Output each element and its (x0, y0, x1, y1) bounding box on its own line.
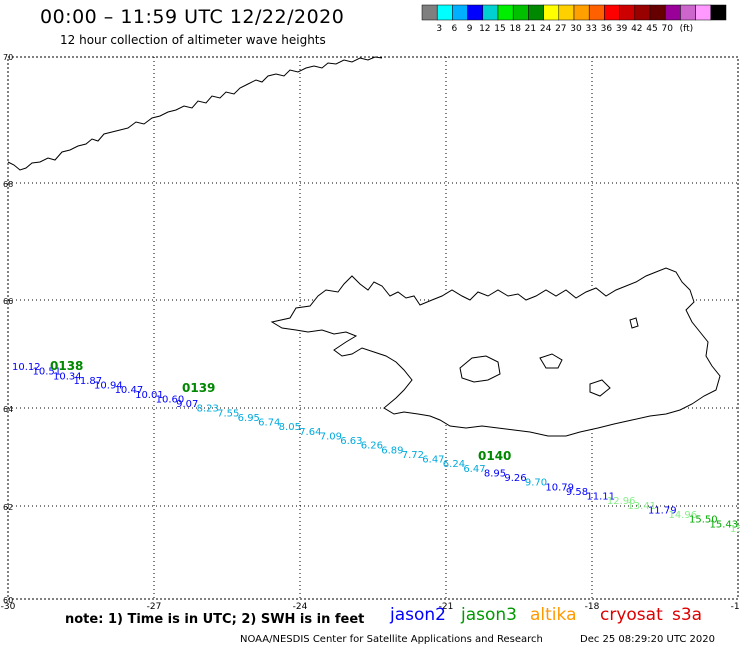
legend-s3a: s3a (672, 605, 703, 625)
colorbar-label: 42 (631, 24, 642, 34)
lon-tick-label: -21 (439, 602, 454, 612)
wave-height-label: 6.74 (258, 418, 280, 429)
wave-height-label: 11.11 (586, 492, 615, 503)
wave-height-label: 13.41 (627, 501, 656, 512)
wave-height-label: 8.05 (279, 422, 301, 433)
wave-height-label: 10.01 (135, 390, 164, 401)
lon-tick-label: -27 (147, 602, 162, 612)
colorbar-label: 36 (601, 24, 613, 34)
colorbar-label: 24 (540, 24, 552, 34)
colorbar-label: 27 (555, 24, 566, 34)
legend-altika: altika (530, 605, 577, 625)
pass-number-label: 0138 (50, 359, 83, 373)
wave-height-label: 6.89 (381, 445, 403, 456)
wave-height-label: 11.87 (74, 376, 103, 387)
page-subtitle: 12 hour collection of altimeter wave hei… (60, 33, 326, 47)
colorbar-label: 30 (570, 24, 582, 34)
axis-tick-labels: -30 -27 -24 -21 -18 -15 70 68 66 64 62 60 (1, 53, 740, 612)
iceland-coastline (270, 267, 721, 437)
iceland-glacier (539, 353, 563, 369)
wave-height-label: 7.64 (299, 427, 321, 438)
lon-tick-label: -30 (1, 602, 16, 612)
footer-timestamp: Dec 25 08:29:20 UTC 2020 (580, 634, 715, 645)
footer-credit: NOAA/NESDIS Center for Satellite Applica… (240, 634, 543, 645)
wave-height-label: 6.47 (422, 455, 444, 466)
lat-tick-label: 66 (3, 297, 13, 306)
wave-height-label: 8.95 (484, 468, 506, 479)
wave-height-label: 10.79 (545, 482, 574, 493)
pass-labels: 0138 0139 0140 (50, 359, 511, 463)
wave-height-label: 6.63 (340, 436, 362, 447)
wave-height-label: 6.47 (463, 464, 485, 475)
altimeter-track-labels: 10.1210.5110.3411.8710.9410.4710.0110.60… (12, 362, 740, 535)
colorbar-label: 12 (479, 24, 490, 34)
wave-height-label: 7.09 (320, 431, 342, 442)
colorbar-label: 21 (525, 24, 536, 34)
wave-height-label: 10.34 (53, 371, 82, 382)
lat-tick-label: 70 (3, 53, 13, 62)
wave-height-label: 10.12 (12, 362, 41, 373)
lon-tick-label: -18 (585, 602, 600, 612)
pass-number-label: 0139 (182, 381, 215, 395)
map-canvas[interactable]: -30 -27 -24 -21 -18 -15 70 68 66 64 62 60 10.1210.5… (0, 0, 740, 612)
wave-height-label: 15.6 (730, 524, 740, 535)
colorbar-label: 39 (616, 24, 628, 34)
wave-height-label: 9.58 (566, 487, 588, 498)
map-frame (7, 56, 739, 600)
note-text: note: 1) Time is in UTC; 2) SWH is in fe… (65, 612, 365, 627)
wave-height-label: 6.24 (443, 459, 465, 470)
wave-height-label: 7.72 (402, 450, 424, 461)
wave-height-label: 10.94 (94, 381, 123, 392)
lon-tick-label: -24 (293, 602, 308, 612)
wave-height-label: 9.70 (525, 478, 547, 489)
legend-jason2: jason2 (390, 605, 446, 625)
colorbar-label: 18 (509, 24, 521, 34)
wave-height-label: 14.96 (668, 510, 697, 521)
color-scale-legend: 3 6 9 12 15 18 21 24 27 30 33 36 39 42 45 70 (ft) (421, 4, 727, 34)
lon-tick-label: -15 (731, 602, 740, 612)
page-title: 00:00 – 11:59 UTC 12/22/2020 (40, 6, 345, 28)
colorbar-label: 6 (452, 24, 458, 34)
iceland-glacier (589, 379, 611, 397)
wave-height-label: 10.47 (115, 385, 144, 396)
colorbar-label: 9 (467, 24, 473, 34)
wave-height-label: 10.51 (33, 367, 62, 378)
legend-cryosat: cryosat (600, 605, 663, 625)
wave-height-label: 8.23 (197, 404, 219, 415)
colorbar-label: (ft) (680, 24, 694, 34)
wave-height-label: 15.50 (689, 515, 718, 526)
iceland-glacier (459, 355, 501, 383)
wave-height-label: 9.26 (504, 473, 526, 484)
lat-tick-label: 64 (3, 405, 13, 414)
wave-height-label: 7.55 (217, 408, 239, 419)
colorbar-label: 70 (661, 24, 673, 34)
greenland-coastline (7, 56, 383, 171)
wave-height-label: 12.96 (607, 496, 636, 507)
colorbar-label: 33 (585, 24, 596, 34)
colorbar-label: 3 (436, 24, 442, 34)
colorbar-swatch (710, 4, 727, 21)
colorbar-label: 15 (494, 24, 505, 34)
wave-height-label: 6.95 (238, 413, 260, 424)
legend-jason3: jason3 (461, 605, 517, 625)
lat-tick-label: 60 (3, 596, 13, 605)
wave-height-label: 9.07 (176, 399, 198, 410)
colorbar-label: 45 (646, 24, 657, 34)
lat-tick-label: 62 (3, 503, 13, 512)
pass-number-label: 0140 (478, 449, 511, 463)
wave-height-label: 11.79 (648, 505, 677, 516)
wave-height-label: 6.26 (361, 441, 383, 452)
wave-height-label: 10.60 (156, 394, 185, 405)
iceland-glacier (629, 317, 639, 329)
lat-tick-label: 68 (3, 180, 13, 189)
wave-height-label: 15.43 (709, 519, 738, 530)
